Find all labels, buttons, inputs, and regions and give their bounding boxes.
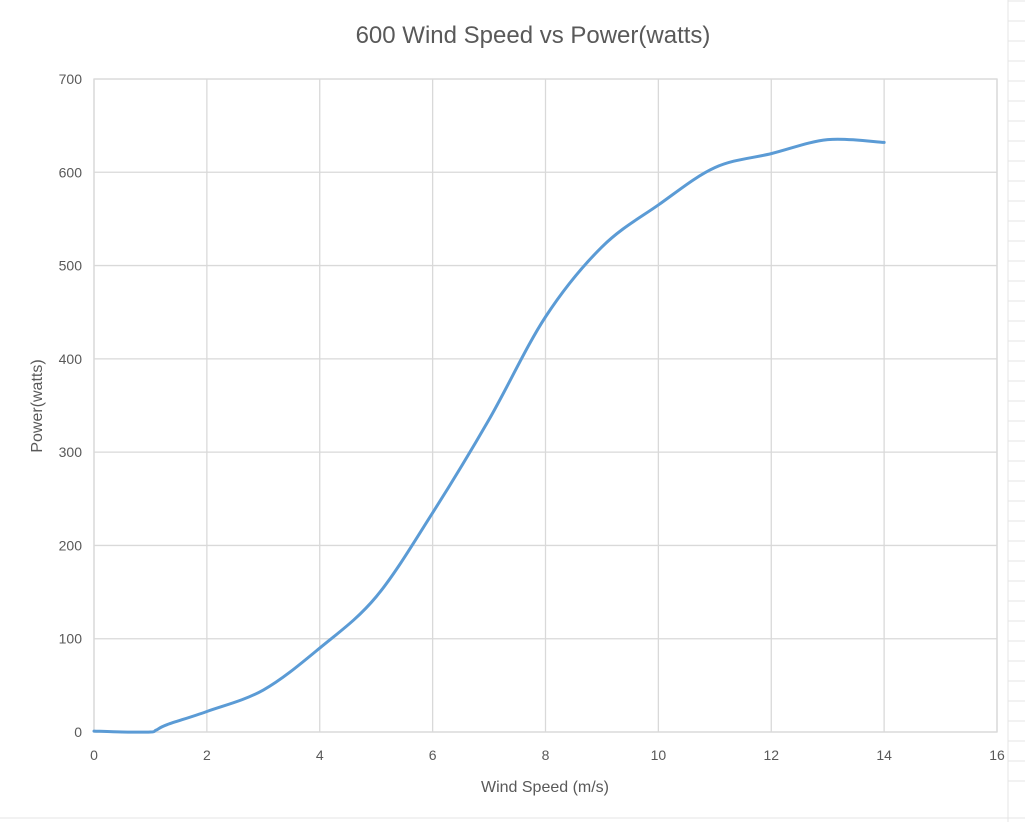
x-tick-label: 14 (876, 747, 892, 763)
y-axis-title: Power(watts) (29, 359, 46, 452)
x-tick-label: 0 (90, 747, 98, 763)
x-tick-label: 12 (763, 747, 779, 763)
y-tick-label: 400 (59, 351, 83, 367)
y-tick-label: 100 (59, 631, 83, 647)
x-axis: 0 2 4 6 8 10 12 14 16 (90, 747, 1005, 763)
x-tick-label: 6 (429, 747, 437, 763)
power-series-line (92, 137, 886, 734)
y-tick-label: 700 (59, 71, 83, 87)
x-tick-label: 10 (651, 747, 667, 763)
grid (93, 78, 998, 733)
series (92, 137, 886, 734)
plot-area (93, 78, 998, 733)
y-tick-label: 300 (59, 444, 83, 460)
y-axis: 0 100 200 300 400 500 600 700 (59, 71, 83, 740)
chart-title: 600 Wind Speed vs Power(watts) (356, 22, 711, 49)
x-tick-label: 8 (542, 747, 550, 763)
y-tick-label: 200 (59, 537, 83, 553)
y-tick-label: 600 (59, 164, 83, 180)
x-tick-label: 16 (989, 747, 1005, 763)
x-tick-label: 4 (316, 747, 324, 763)
y-tick-label: 0 (74, 724, 82, 740)
x-axis-title: Wind Speed (m/s) (481, 779, 609, 796)
y-tick-label: 500 (59, 258, 83, 274)
x-tick-label: 2 (203, 747, 211, 763)
